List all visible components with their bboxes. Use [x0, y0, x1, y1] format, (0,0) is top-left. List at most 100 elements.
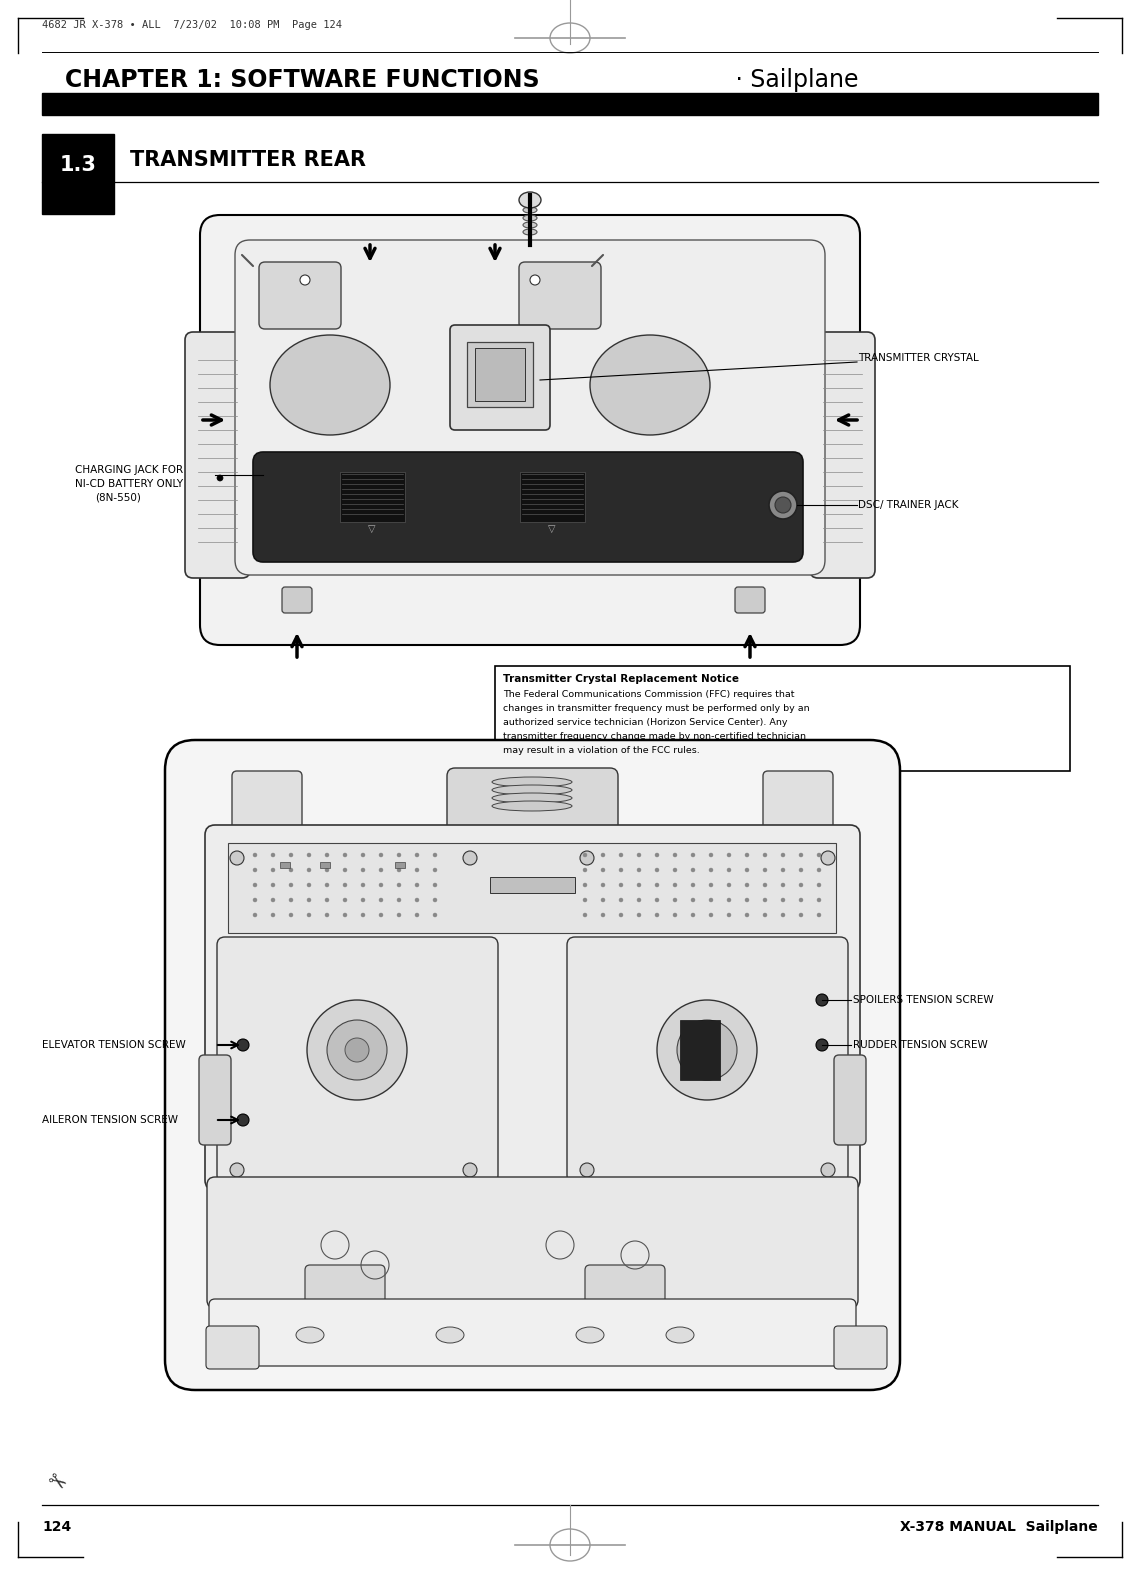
Ellipse shape: [253, 898, 256, 902]
Ellipse shape: [656, 868, 659, 873]
Ellipse shape: [415, 913, 420, 917]
Ellipse shape: [637, 898, 641, 902]
Ellipse shape: [709, 898, 712, 902]
Ellipse shape: [530, 276, 540, 285]
Ellipse shape: [580, 1162, 594, 1177]
Ellipse shape: [691, 884, 695, 887]
Text: NI-CD BATTERY ONLY: NI-CD BATTERY ONLY: [75, 479, 184, 488]
Ellipse shape: [619, 913, 622, 917]
Text: changes in transmitter frequency must be performed only by an: changes in transmitter frequency must be…: [503, 704, 809, 713]
Ellipse shape: [619, 868, 622, 873]
Ellipse shape: [580, 850, 594, 865]
Ellipse shape: [523, 222, 537, 228]
Bar: [490, 877, 575, 893]
Ellipse shape: [343, 854, 347, 857]
Ellipse shape: [657, 1000, 757, 1099]
Ellipse shape: [361, 854, 365, 857]
FancyBboxPatch shape: [306, 1265, 385, 1320]
Ellipse shape: [799, 913, 803, 917]
Ellipse shape: [816, 1040, 828, 1051]
Ellipse shape: [637, 884, 641, 887]
FancyArrowPatch shape: [242, 255, 253, 266]
Ellipse shape: [343, 913, 347, 917]
Ellipse shape: [746, 913, 749, 917]
Ellipse shape: [583, 884, 587, 887]
Ellipse shape: [397, 868, 401, 873]
Text: transmitter frequency change made by non-certified technician: transmitter frequency change made by non…: [503, 732, 806, 740]
Ellipse shape: [673, 898, 677, 902]
FancyBboxPatch shape: [585, 1265, 665, 1320]
Ellipse shape: [727, 884, 731, 887]
Ellipse shape: [290, 913, 293, 917]
Text: (8N-550): (8N-550): [95, 493, 141, 502]
Ellipse shape: [307, 884, 311, 887]
Ellipse shape: [523, 228, 537, 235]
Ellipse shape: [673, 868, 677, 873]
Bar: [42, 93, 1098, 115]
Ellipse shape: [817, 884, 821, 887]
Text: SPOILERS TENSION SCREW: SPOILERS TENSION SCREW: [853, 995, 994, 1005]
Text: 124: 124: [42, 1520, 71, 1534]
Ellipse shape: [691, 868, 695, 873]
Ellipse shape: [433, 854, 437, 857]
Ellipse shape: [746, 898, 749, 902]
Ellipse shape: [763, 913, 767, 917]
Ellipse shape: [817, 913, 821, 917]
Ellipse shape: [492, 784, 572, 795]
Ellipse shape: [270, 335, 390, 435]
FancyBboxPatch shape: [200, 1055, 231, 1145]
FancyBboxPatch shape: [811, 332, 876, 578]
FancyBboxPatch shape: [233, 772, 302, 832]
Ellipse shape: [816, 994, 828, 1006]
Ellipse shape: [619, 884, 622, 887]
Ellipse shape: [821, 1162, 834, 1177]
Ellipse shape: [673, 854, 677, 857]
Ellipse shape: [435, 1328, 464, 1343]
Ellipse shape: [271, 898, 275, 902]
FancyBboxPatch shape: [217, 937, 498, 1183]
Ellipse shape: [237, 1040, 249, 1051]
Ellipse shape: [433, 884, 437, 887]
Ellipse shape: [637, 913, 641, 917]
Ellipse shape: [666, 1328, 694, 1343]
Ellipse shape: [253, 913, 256, 917]
Ellipse shape: [492, 802, 572, 811]
Bar: [495, 666, 1070, 772]
Text: The Federal Communications Commission (FFC) requires that: The Federal Communications Commission (F…: [503, 690, 795, 699]
Ellipse shape: [656, 898, 659, 902]
Ellipse shape: [343, 884, 347, 887]
Ellipse shape: [230, 850, 244, 865]
Ellipse shape: [290, 898, 293, 902]
FancyBboxPatch shape: [209, 1299, 856, 1366]
Ellipse shape: [601, 913, 605, 917]
Ellipse shape: [695, 1038, 719, 1062]
FancyBboxPatch shape: [567, 937, 848, 1183]
Text: CHAPTER 1: SOFTWARE FUNCTIONS: CHAPTER 1: SOFTWARE FUNCTIONS: [65, 68, 539, 91]
Ellipse shape: [271, 868, 275, 873]
Ellipse shape: [601, 854, 605, 857]
FancyBboxPatch shape: [450, 324, 549, 430]
FancyBboxPatch shape: [200, 216, 860, 646]
Ellipse shape: [343, 898, 347, 902]
Ellipse shape: [583, 868, 587, 873]
Text: Transmitter Crystal Replacement Notice: Transmitter Crystal Replacement Notice: [503, 674, 739, 684]
FancyBboxPatch shape: [253, 452, 803, 562]
Ellipse shape: [523, 216, 537, 220]
Ellipse shape: [576, 1328, 604, 1343]
Ellipse shape: [397, 913, 401, 917]
Ellipse shape: [799, 898, 803, 902]
FancyBboxPatch shape: [165, 740, 899, 1391]
Ellipse shape: [619, 854, 622, 857]
Text: ▽: ▽: [368, 524, 376, 534]
Ellipse shape: [290, 884, 293, 887]
Text: · Sailplane: · Sailplane: [728, 68, 858, 91]
Ellipse shape: [781, 898, 785, 902]
Ellipse shape: [271, 854, 275, 857]
Ellipse shape: [601, 884, 605, 887]
Ellipse shape: [746, 854, 749, 857]
Ellipse shape: [325, 898, 329, 902]
FancyBboxPatch shape: [207, 1177, 858, 1307]
Ellipse shape: [492, 776, 572, 788]
Ellipse shape: [763, 854, 767, 857]
FancyBboxPatch shape: [185, 332, 250, 578]
